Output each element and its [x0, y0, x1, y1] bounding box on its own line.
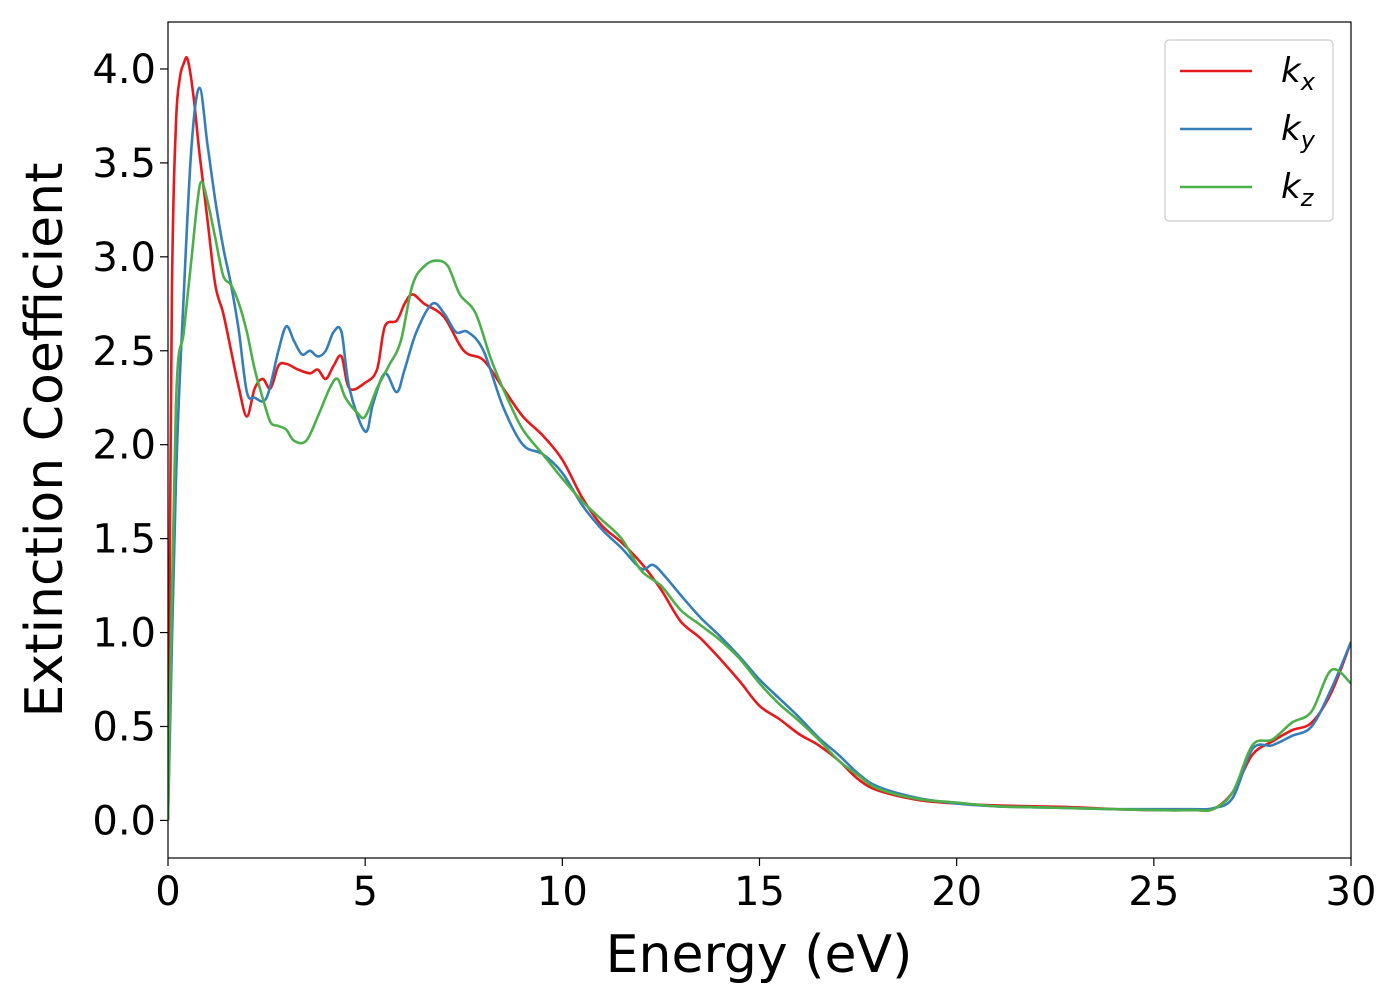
legend: kx ky kz [1164, 39, 1334, 222]
legend-box [1164, 39, 1334, 222]
x-tick-label: 15 [734, 869, 785, 915]
y-tick-label: 3.5 [92, 141, 156, 187]
legend-label-kx: kx [1281, 51, 1316, 96]
series-layer [168, 56, 1351, 821]
y-tick-label: 0.0 [92, 798, 156, 844]
x-tick-label: 5 [352, 869, 377, 915]
x-axis-label: Energy (eV) [606, 925, 913, 985]
x-tick-label: 0 [155, 869, 180, 915]
y-tick-label: 2.5 [92, 329, 156, 375]
x-tick-label: 25 [1128, 869, 1179, 915]
y-tick-label: 0.5 [92, 704, 156, 750]
y-tick-label: 4.0 [92, 47, 156, 93]
y-tick-label: 1.0 [92, 611, 156, 657]
y-tick-label: 3.0 [92, 235, 156, 281]
legend-label-kz: kz [1281, 167, 1315, 212]
y-axis-ticks: 0.0 0.5 1.0 1.5 2.0 2.5 3.0 3.5 4.0 [92, 47, 168, 844]
series-line-kz [168, 180, 1351, 821]
y-tick-label: 2.0 [92, 423, 156, 469]
x-tick-label: 10 [537, 869, 588, 915]
x-tick-label: 30 [1326, 869, 1377, 915]
y-axis-label: Extinction Coefficient [15, 163, 75, 718]
legend-label-ky: ky [1281, 109, 1316, 154]
x-axis-ticks: 0 5 10 15 20 25 30 [155, 858, 1376, 915]
x-tick-label: 20 [931, 869, 982, 915]
y-tick-label: 1.5 [92, 517, 156, 563]
